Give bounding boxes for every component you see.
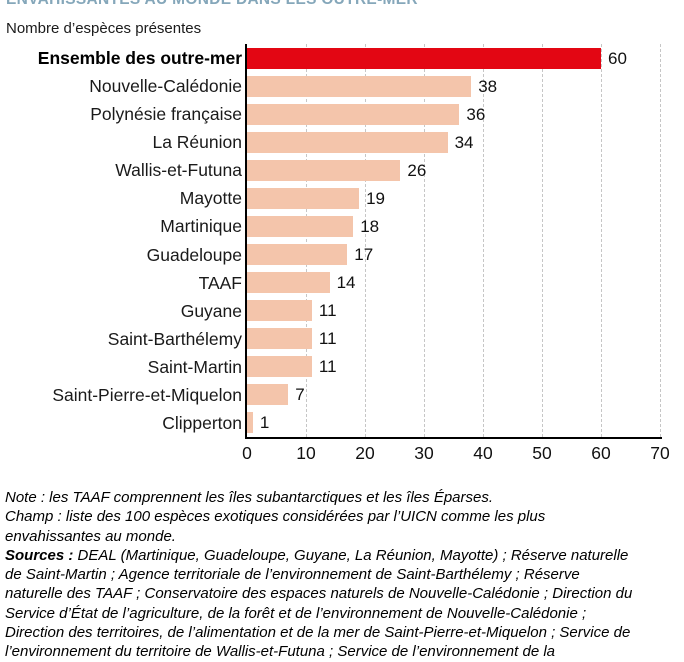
bar-value-label: 26 <box>407 160 427 180</box>
x-tick-label: 20 <box>355 443 375 463</box>
bar <box>247 159 401 181</box>
bar-value-label: 34 <box>454 132 474 152</box>
sources-line: Sources : DEAL (Martinique, Guadeloupe, … <box>5 546 637 662</box>
x-axis-line <box>245 437 662 439</box>
x-tick-label: 0 <box>242 443 252 463</box>
category-label: La Réunion <box>152 132 242 153</box>
bar <box>247 244 348 266</box>
bar-value-label: 19 <box>366 188 386 208</box>
bar-value-label: 36 <box>466 104 486 124</box>
bar <box>247 356 312 378</box>
category-label: Wallis-et-Futuna <box>115 160 242 181</box>
x-tick-label: 50 <box>532 443 552 463</box>
x-tick-label: 30 <box>414 443 434 463</box>
y-axis-line <box>245 44 247 437</box>
bar <box>247 384 289 406</box>
category-label: Saint-Barthélemy <box>107 328 242 349</box>
bar <box>247 215 354 237</box>
category-label: Ensemble des outre-mer <box>37 48 242 68</box>
category-label: Nouvelle-Calédonie <box>89 76 242 97</box>
gridline <box>306 44 307 437</box>
bar <box>247 187 360 209</box>
category-label: Martinique <box>160 216 242 237</box>
category-label: Saint-Martin <box>147 356 242 377</box>
bar-value-label: 18 <box>360 216 380 236</box>
bar-value-label: 7 <box>295 385 305 405</box>
category-label: Saint-Pierre-et-Miquelon <box>52 384 242 405</box>
bar-value-label: 11 <box>318 301 337 321</box>
gridline <box>660 44 661 437</box>
x-tick-label: 40 <box>473 443 493 463</box>
bar <box>247 300 312 322</box>
plot-area: 60 38 36 34 26 19 18 17 14 11 11 11 7 1 <box>245 44 662 439</box>
bar <box>247 412 253 434</box>
bar-value-label: 38 <box>478 76 498 96</box>
category-label: Polynésie française <box>90 104 242 125</box>
category-label: TAAF <box>198 272 242 293</box>
gridline <box>424 44 425 437</box>
x-tick-label: 60 <box>591 443 611 463</box>
figure-title: ENVAHISSANTES AU MONDE DANS LES OUTRE-ME… <box>6 0 676 9</box>
note-line: Note : les TAAF comprennent les îles sub… <box>5 489 494 506</box>
bar <box>247 272 330 294</box>
champ-line: Champ : liste des 100 espèces exotiques … <box>5 508 546 545</box>
gridline <box>365 44 366 437</box>
gridline <box>542 44 543 437</box>
footnotes: Note : les TAAF comprennent les îles sub… <box>5 488 637 662</box>
bar-chart: Ensemble des outre-mer Nouvelle-Calédonie… <box>37 44 670 463</box>
chart-subtitle: Nombre d’espèces présentes <box>6 20 202 37</box>
gridline <box>483 44 484 437</box>
bar-value-label: 60 <box>608 48 627 68</box>
bar-value-label: 14 <box>336 273 356 293</box>
bar-value-label: 11 <box>318 329 337 349</box>
x-tick-label: 70 <box>650 443 670 463</box>
sources-text: DEAL (Martinique, Guadeloupe, Guyane, La… <box>5 546 633 661</box>
category-label: Guyane <box>180 300 242 321</box>
bar <box>247 131 448 153</box>
sources-label: Sources : <box>5 546 74 564</box>
x-tick-label: 10 <box>296 443 316 463</box>
bar-value-label: 17 <box>354 245 374 265</box>
bar <box>247 103 460 125</box>
bar <box>247 47 601 69</box>
bar <box>247 75 472 97</box>
category-label: Guadeloupe <box>146 244 242 265</box>
category-label: Clipperton <box>162 412 242 433</box>
bar <box>247 328 312 350</box>
gridline <box>601 44 602 437</box>
bar-value-label: 1 <box>259 413 270 433</box>
category-label: Mayotte <box>179 188 242 209</box>
bar-value-label: 11 <box>318 357 337 377</box>
